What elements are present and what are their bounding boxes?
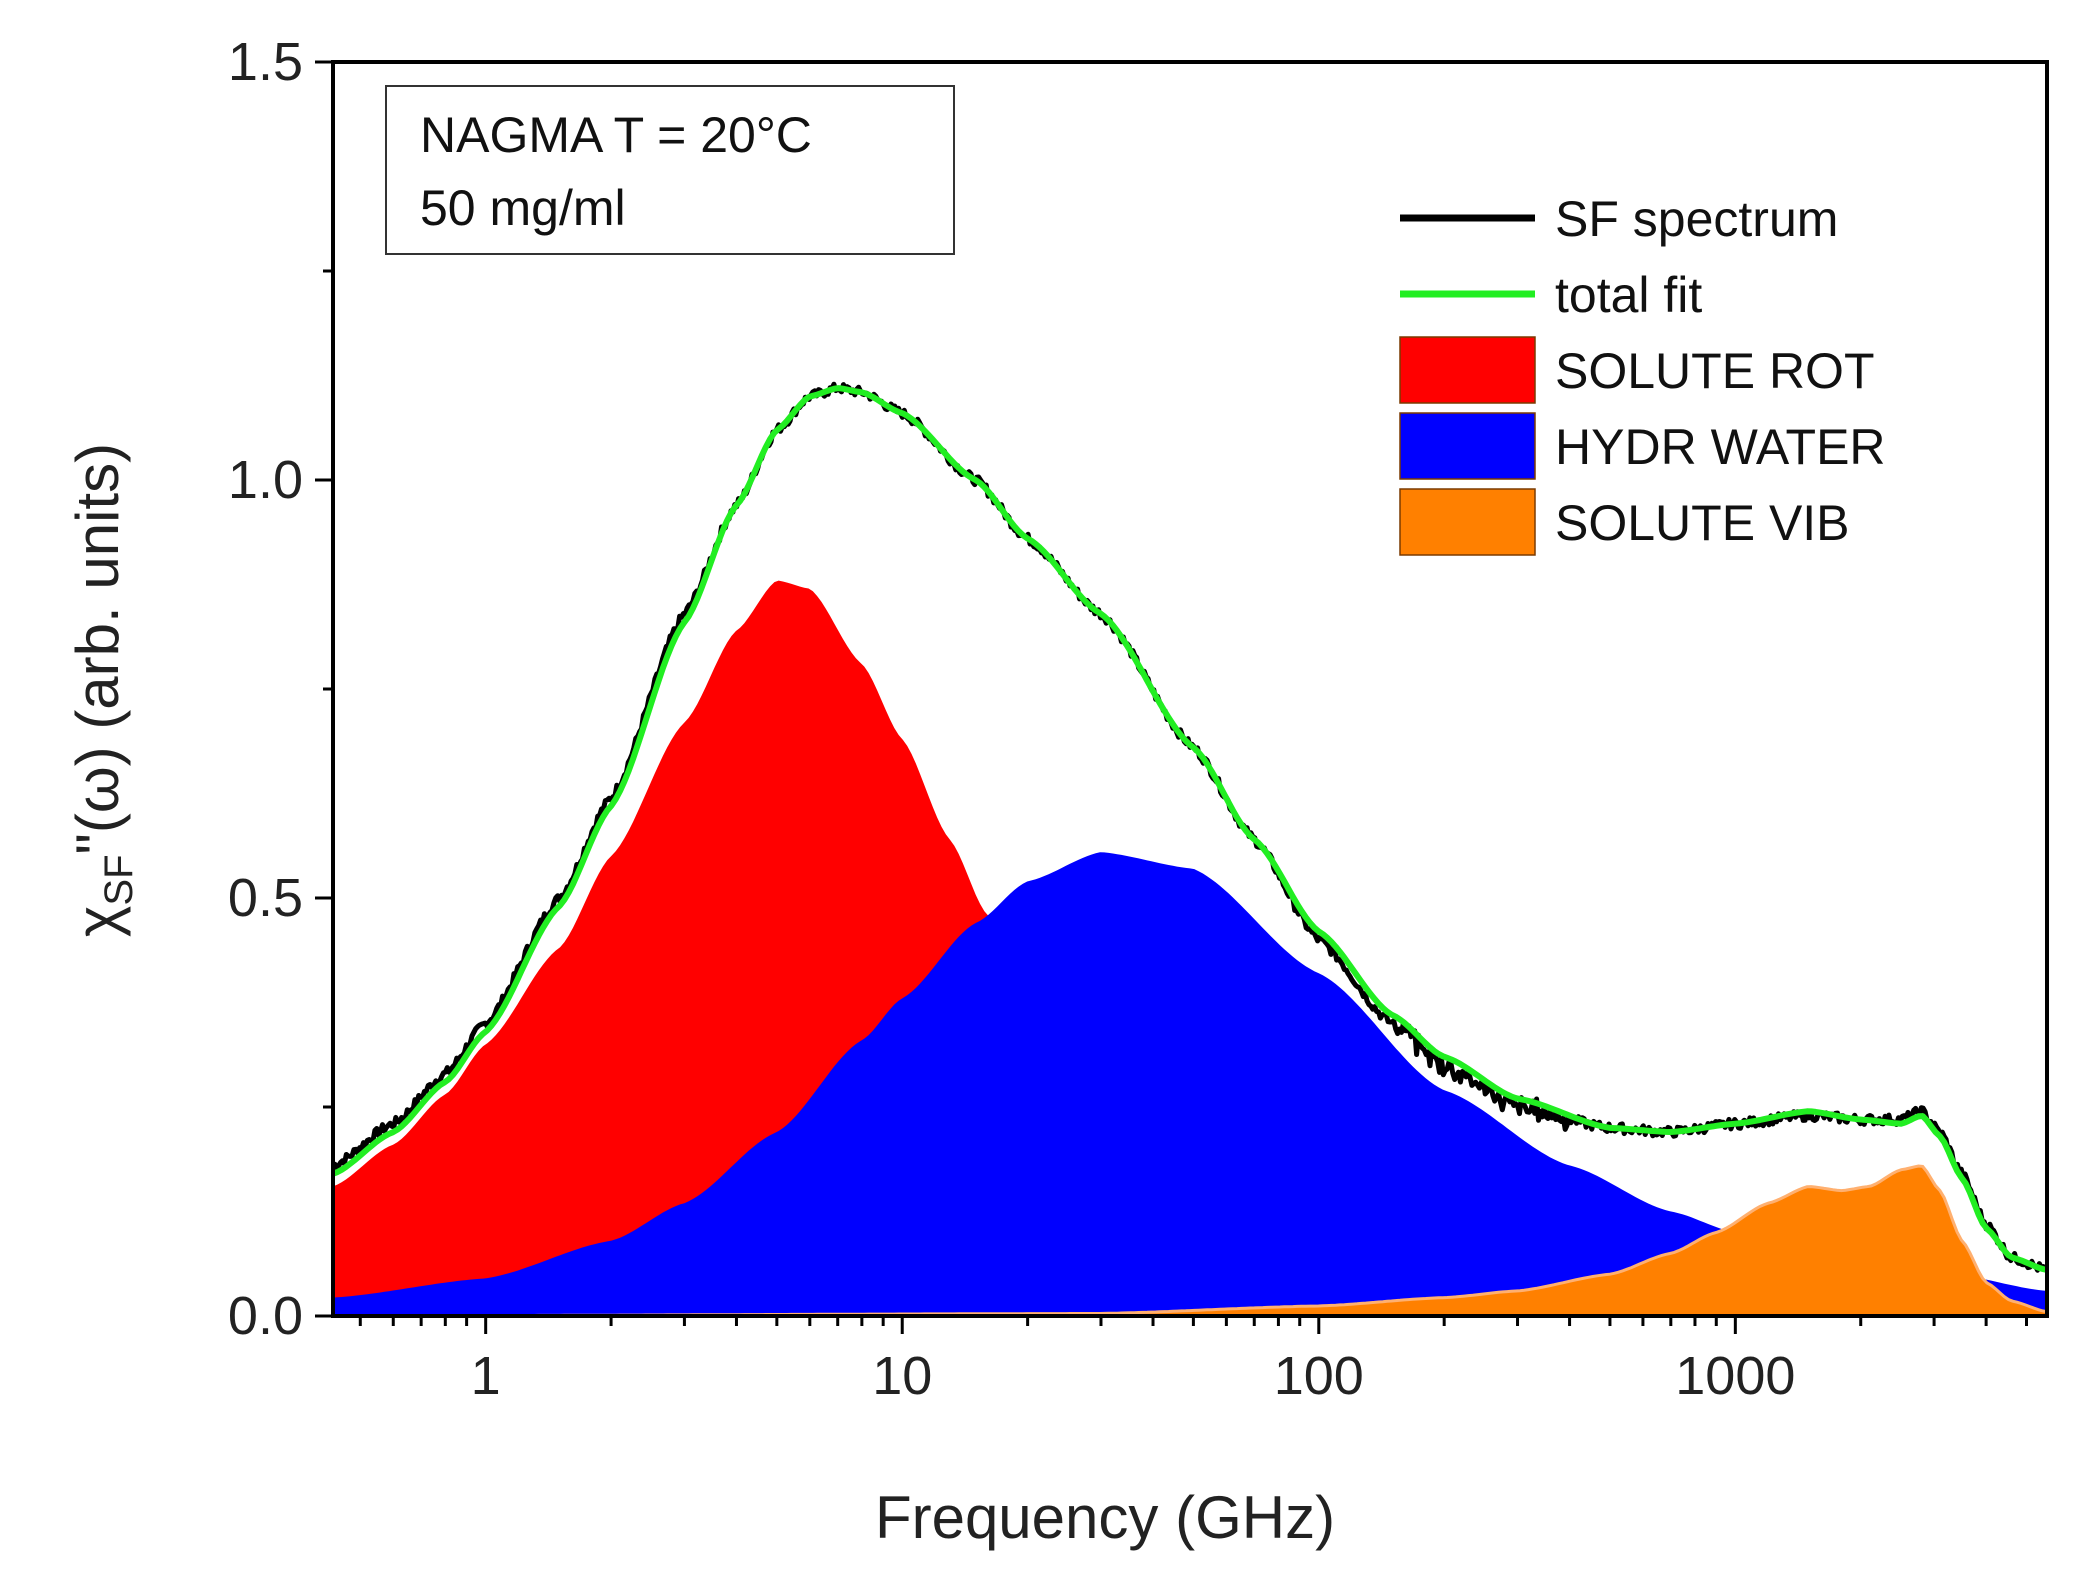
x-tick-label: 10: [872, 1346, 932, 1406]
annotation-line-1: NAGMA T = 20°C: [420, 107, 812, 163]
area-hydr-water: [333, 852, 2047, 1316]
legend-label-solute-vib: SOLUTE VIB: [1555, 495, 1850, 551]
legend: SF spectrum total fit SOLUTE ROT HYDR WATER…: [1399, 191, 1886, 556]
annotation-frame: [385, 85, 955, 255]
x-axis-title: Frequency (GHz): [875, 1484, 1335, 1551]
y-axis-title-rest: "(ω) (arb. units): [64, 443, 131, 855]
legend-swatch-solute-vib: [1399, 488, 1536, 556]
legend-swatch-solute-rot: [1399, 336, 1536, 404]
legend-label-total-fit: total fit: [1555, 267, 1702, 323]
y-tick-label: 1.5: [228, 32, 303, 92]
y-axis-title: χSF"(ω) (arb. units): [64, 443, 141, 937]
axis-tick-labels: 1 10 100 1000 0.0 0.5 1.0 1.5: [228, 32, 1795, 1406]
line-total-fit: [333, 385, 2047, 1273]
y-tick-label: 0.0: [228, 1286, 303, 1346]
y-tick-label: 0.5: [228, 868, 303, 928]
x-tick-label: 1: [471, 1346, 501, 1406]
area-solute-rot: [333, 580, 2047, 1316]
annotation-box: NAGMA T = 20°C 50 mg/ml: [385, 85, 955, 255]
x-tick-label: 1000: [1675, 1346, 1795, 1406]
x-tick-label: 100: [1274, 1346, 1364, 1406]
y-axis-title-subscript: SF: [97, 854, 141, 905]
legend-label-hydr-water: HYDR WATER: [1555, 419, 1886, 475]
legend-label-sf-spectrum: SF spectrum: [1555, 191, 1838, 247]
legend-label-solute-rot: SOLUTE ROT: [1555, 343, 1874, 399]
y-axis-title-symbol: χ: [64, 906, 131, 938]
axis-ticks: [315, 60, 2028, 1334]
annotation-line-2: 50 mg/ml: [420, 180, 626, 236]
legend-swatch-hydr-water: [1399, 412, 1536, 480]
line-series-group: [333, 381, 2047, 1273]
area-series-group: [333, 580, 2047, 1316]
y-tick-label: 1.0: [228, 450, 303, 510]
